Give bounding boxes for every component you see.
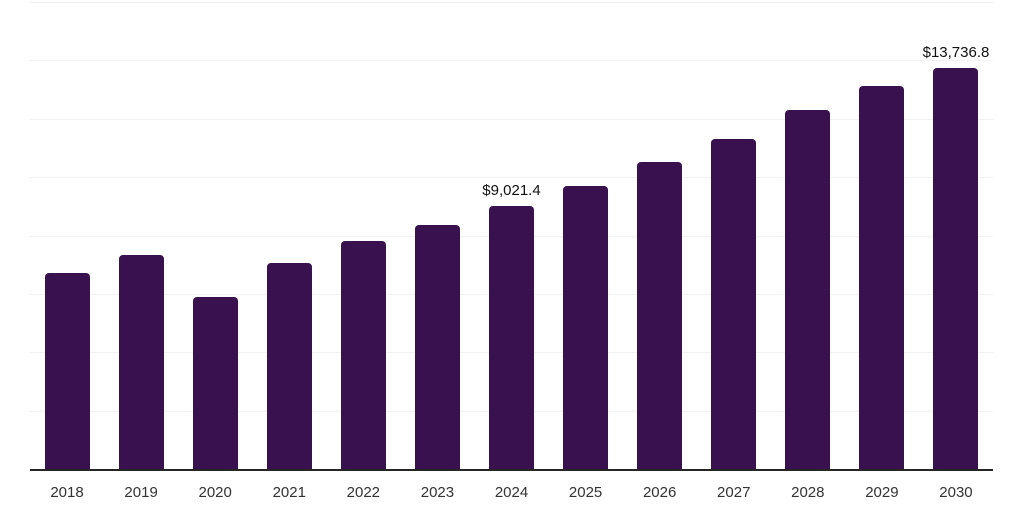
plot-area: $9,021.4 $13,736.8 [30,2,993,469]
bar-2022 [340,241,386,469]
bar-2029 [859,85,905,469]
x-tick-label-2027: 2027 [717,484,751,501]
gridline [30,177,993,179]
bar-slot-2025 [549,2,623,469]
bar-slot-2028 [771,2,845,469]
bar-slot-2030: $13,736.8 [919,2,993,469]
gridline [30,2,993,3]
x-tick-label-2026: 2026 [642,484,677,501]
bar-2024 [489,205,534,469]
bar-slot-2026 [623,2,697,469]
bar-2020 [192,296,238,469]
x-tick-label-2023: 2023 [420,484,455,501]
x-tick-label-2025: 2025 [568,484,603,501]
bar-2027 [711,138,757,469]
bar-2025 [563,185,609,469]
bar-slot-2018 [30,2,104,469]
x-axis-line [30,469,993,471]
x-axis-labels: 2018 2019 2020 2021 2022 2023 2024 2025 2026 2027… [30,484,993,501]
x-tick-label-2030: 2030 [939,484,973,501]
bar-value-label-2030: $13,736.8 [922,44,990,62]
bar-slot-2021 [252,2,326,469]
x-tick-label-2029: 2029 [865,484,899,501]
x-tick-label-2019: 2019 [124,484,158,501]
gridline [30,118,993,120]
bar-slot-2020 [178,2,252,469]
x-tick-label-2028: 2028 [791,484,825,501]
x-tick-label-2020: 2020 [198,484,232,501]
bar-2023 [414,224,460,469]
bar-2019 [118,255,164,469]
bar-2028 [785,110,831,469]
bar-2030 [933,68,979,469]
gridline [30,60,993,62]
bar-slot-2022 [326,2,400,469]
bar-slot-2027 [697,2,771,469]
bar-slot-2029 [845,2,919,469]
bars-container: $9,021.4 $13,736.8 [30,2,993,469]
bar-2026 [637,162,683,469]
bar-2021 [266,263,312,469]
bar-slot-2024: $9,021.4 [474,2,548,469]
bar-value-label-2024: $9,021.4 [482,181,541,199]
x-tick-label-2024: 2024 [494,484,529,501]
bar-slot-2019 [104,2,178,469]
bar-2018 [44,273,90,469]
x-tick-label-2021: 2021 [272,484,306,501]
x-tick-label-2018: 2018 [50,484,84,501]
x-tick-label-2022: 2022 [346,484,381,501]
bar-slot-2023 [400,2,474,469]
